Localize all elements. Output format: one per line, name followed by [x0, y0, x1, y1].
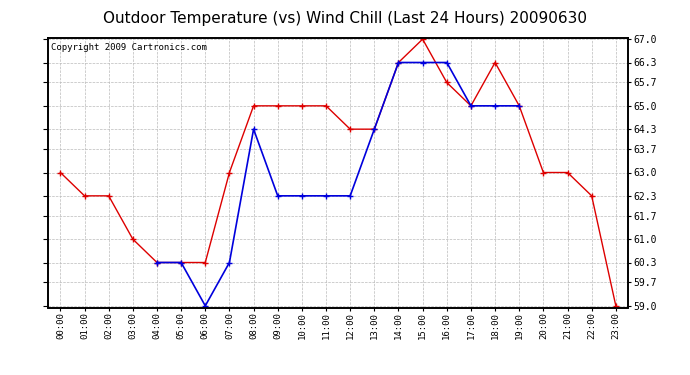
- Text: Outdoor Temperature (vs) Wind Chill (Last 24 Hours) 20090630: Outdoor Temperature (vs) Wind Chill (Las…: [103, 11, 587, 26]
- Text: Copyright 2009 Cartronics.com: Copyright 2009 Cartronics.com: [51, 43, 207, 52]
